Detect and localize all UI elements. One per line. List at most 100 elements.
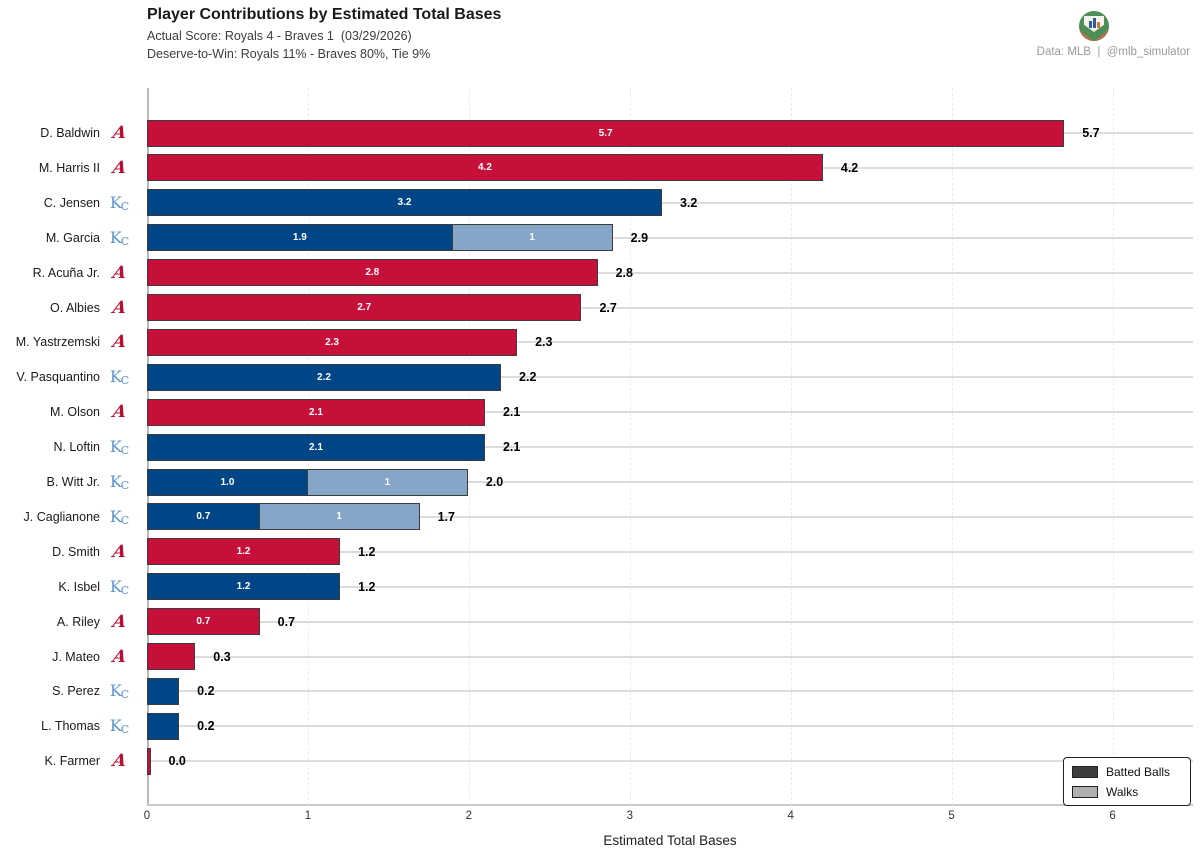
bar-row-D. Baldwin: 5.7 5.7 [147, 119, 1100, 147]
bar-value-label: 2.7 [357, 302, 372, 313]
bar-row-K. Isbel: 1.2 1.2 [147, 573, 376, 601]
bar-row-O. Albies: 2.7 2.7 [147, 294, 617, 321]
player-name: N. Loftin [53, 440, 100, 455]
player-name: D. Baldwin [40, 126, 100, 140]
page-title: Player Contributions by Estimated Total … [147, 6, 502, 23]
batted-balls-bar: 0.7 [147, 503, 260, 531]
braves-logo-icon: A [111, 646, 128, 667]
bar-total-label: 1.2 [358, 579, 376, 594]
bar-total-label: 2.8 [615, 265, 633, 280]
bar-value-label: 2.1 [309, 441, 323, 453]
bar-row-M. Olson: 2.1 2.1 [147, 398, 521, 426]
royals-logo-icon: KC [109, 192, 130, 213]
player-name: J. Mateo [52, 649, 100, 664]
bar-row-S. Perez: 0.2 [147, 677, 215, 705]
batted-balls-bar: 3.2 [147, 189, 662, 217]
royals-logo-icon: KC [109, 227, 130, 248]
batted-balls-bar: 2.1 [147, 433, 485, 461]
player-label-C. Jensen: C. Jensen KC [0, 189, 140, 216]
batted-balls-bar: 0.7 [147, 608, 260, 636]
x-axis-spine [147, 804, 1193, 806]
bar-total-label: 0.0 [168, 754, 186, 769]
row-gridline [147, 550, 1193, 553]
player-name: M. Harris II [38, 160, 100, 175]
braves-logo-icon: A [111, 541, 128, 562]
bar-total-label: 5.7 [1082, 126, 1100, 140]
player-name: L. Thomas [41, 719, 100, 734]
bar-value-label: 2.1 [309, 406, 323, 418]
player-label-D. Baldwin: D. Baldwin A [0, 120, 140, 147]
player-name: O. Albies [49, 300, 100, 315]
batted-balls-bar [147, 712, 180, 740]
player-name: M. Olson [49, 405, 100, 420]
bar-value-label: 5.7 [598, 127, 613, 139]
legend-label: Walks [1106, 784, 1139, 799]
player-label-O. Albies: O. Albies A [0, 294, 140, 321]
subtitle-actual-score: Actual Score: Royals 4 - Braves 1 (03/29… [147, 29, 412, 43]
row-gridline [147, 376, 1193, 379]
badge-bar-icon [1089, 21, 1092, 28]
bar-value-label: 4.2 [477, 162, 492, 174]
braves-logo-icon: A [111, 123, 128, 143]
bar-total-label: 0.2 [197, 684, 215, 699]
bar-row-M. Yastrzemski: 2.3 2.3 [147, 328, 553, 356]
bar-row-B. Witt Jr.: 1.0 1 2.0 [147, 468, 503, 496]
player-name: B. Witt Jr. [46, 475, 100, 489]
player-label-A. Riley: A. Riley A [0, 608, 140, 635]
player-name: S. Perez [52, 684, 100, 699]
batted-balls-bar: 2.2 [147, 363, 502, 391]
player-label-V. Pasquantino: V. Pasquantino KC [0, 364, 140, 391]
row-gridline [147, 271, 1193, 274]
braves-logo-icon: A [111, 611, 128, 632]
row-gridline [147, 515, 1193, 518]
row-gridline [147, 446, 1193, 449]
batted-balls-bar: 1.2 [147, 538, 341, 566]
player-label-M. Olson: M. Olson A [0, 399, 140, 426]
player-label-D. Smith: D. Smith A [0, 538, 140, 565]
royals-logo-icon: KC [109, 576, 130, 597]
walks-bar: 1 [451, 224, 613, 252]
player-name: V. Pasquantino [16, 370, 100, 385]
bar-row-M. Garcia: 1.9 1 2.9 [147, 224, 648, 252]
bar-value-label: 2.8 [365, 267, 380, 279]
row-gridline [147, 690, 1193, 693]
bar-value-label: 1 [336, 511, 342, 523]
player-label-K. Farmer: K. Farmer A [0, 748, 140, 775]
bar-row-L. Thomas: 0.2 [147, 712, 215, 740]
bar-value-label: 0.7 [196, 511, 211, 523]
x-tick-label: 4 [787, 810, 794, 822]
batted-balls-bar: 4.2 [147, 154, 823, 182]
player-name: K. Farmer [44, 754, 100, 769]
player-name: K. Isbel [58, 579, 100, 594]
royals-logo-icon: KC [109, 506, 130, 527]
mlb-simulator-logo-icon [1079, 11, 1109, 41]
player-label-K. Isbel: K. Isbel KC [0, 573, 140, 600]
bar-total-label: 2.2 [519, 370, 537, 385]
royals-logo-icon: KC [109, 716, 130, 737]
bar-value-label: 1 [529, 232, 535, 244]
bar-row-D. Smith: 1.2 1.2 [147, 538, 375, 566]
bar-row-J. Caglianone: 0.7 1 1.7 [147, 503, 455, 531]
batted-balls-bar: 2.7 [147, 294, 582, 321]
bar-row-M. Harris II: 4.2 4.2 [147, 154, 858, 182]
legend: Batted Balls Walks [1063, 757, 1191, 806]
bar-total-label: 2.1 [502, 405, 521, 420]
row-gridline [147, 725, 1193, 728]
player-label-N. Loftin: N. Loftin KC [0, 434, 140, 461]
braves-logo-icon: A [111, 262, 128, 283]
player-label-S. Perez: S. Perez KC [0, 678, 140, 705]
x-tick-label: 3 [626, 810, 633, 822]
player-name: C. Jensen [43, 195, 100, 210]
batted-balls-bar: 2.8 [147, 259, 598, 287]
row-gridline [147, 411, 1193, 414]
bar-row-V. Pasquantino: 2.2 2.2 [147, 363, 537, 391]
batted-balls-bar: 1.9 [147, 224, 453, 252]
player-label-L. Thomas: L. Thomas KC [0, 713, 140, 740]
bar-total-label: 0.2 [197, 719, 215, 734]
row-gridline [147, 620, 1193, 623]
walks-bar: 1 [258, 503, 420, 531]
row-gridline [147, 341, 1193, 344]
player-name: J. Caglianone [23, 509, 100, 524]
player-name: M. Garcia [45, 230, 100, 245]
